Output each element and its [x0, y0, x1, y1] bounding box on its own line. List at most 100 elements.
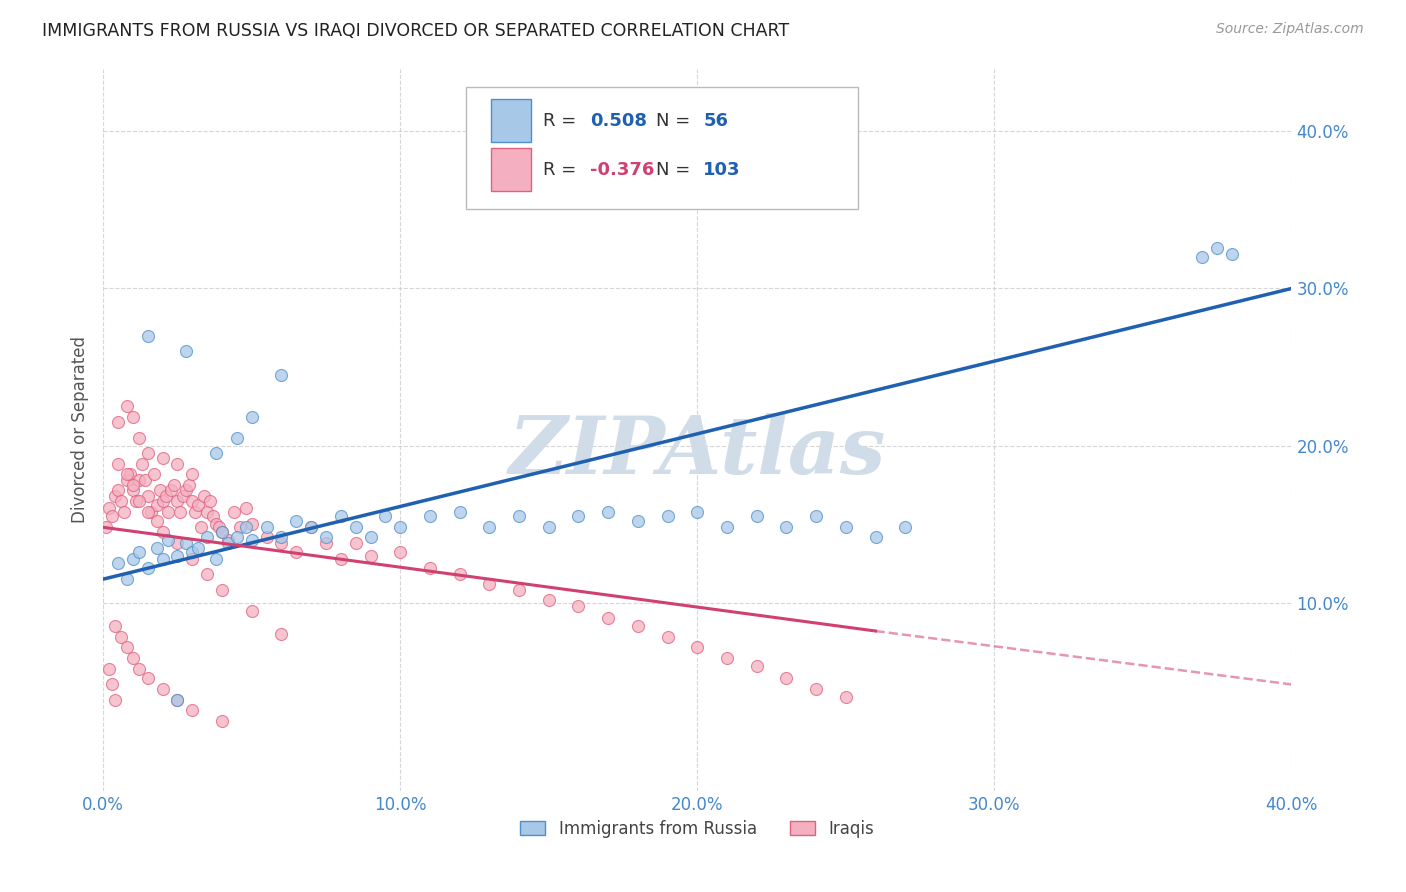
Point: [329, 509, 352, 524]
Point: [121, 650, 143, 665]
Point: [125, 493, 148, 508]
Point: [567, 599, 589, 613]
Point: [131, 458, 153, 472]
Text: 56: 56: [703, 112, 728, 129]
Point: [270, 530, 292, 544]
Point: [181, 467, 204, 481]
Point: [716, 520, 738, 534]
FancyBboxPatch shape: [491, 148, 531, 191]
Point: [627, 619, 650, 633]
Point: [128, 662, 150, 676]
Point: [686, 640, 709, 654]
Point: [235, 520, 257, 534]
Point: [110, 630, 132, 644]
Point: [98, 501, 121, 516]
Point: [152, 682, 174, 697]
Point: [94, 520, 117, 534]
Point: [160, 483, 183, 497]
Text: 0.508: 0.508: [591, 112, 647, 129]
Point: [112, 505, 135, 519]
Point: [195, 567, 218, 582]
Point: [537, 592, 560, 607]
Point: [1220, 247, 1243, 261]
Point: [166, 493, 188, 508]
Point: [193, 489, 215, 503]
Point: [835, 690, 858, 704]
Point: [166, 693, 188, 707]
Point: [211, 583, 233, 598]
Point: [657, 509, 679, 524]
Point: [166, 549, 188, 563]
Point: [121, 410, 143, 425]
Point: [270, 627, 292, 641]
Point: [804, 682, 827, 697]
Point: [745, 658, 768, 673]
Point: [136, 561, 159, 575]
Point: [225, 530, 247, 544]
Point: [235, 501, 257, 516]
Point: [211, 524, 233, 539]
Point: [139, 505, 162, 519]
Point: [163, 478, 186, 492]
Point: [157, 533, 180, 547]
Point: [152, 551, 174, 566]
Point: [389, 520, 412, 534]
Point: [136, 671, 159, 685]
Point: [202, 509, 225, 524]
Point: [181, 702, 204, 716]
Point: [172, 489, 194, 503]
Point: [315, 530, 337, 544]
Point: [198, 493, 221, 508]
Point: [195, 530, 218, 544]
Point: [389, 545, 412, 559]
Point: [115, 400, 138, 414]
Point: [775, 671, 797, 685]
Point: [179, 478, 201, 492]
Point: [240, 410, 263, 425]
Point: [775, 520, 797, 534]
Point: [101, 677, 124, 691]
Point: [134, 473, 156, 487]
Point: [107, 415, 129, 429]
Point: [208, 520, 231, 534]
Point: [104, 619, 127, 633]
Point: [152, 493, 174, 508]
Point: [155, 489, 177, 503]
Point: [166, 693, 188, 707]
Point: [299, 520, 322, 534]
Point: [128, 493, 150, 508]
Point: [478, 577, 501, 591]
FancyBboxPatch shape: [465, 87, 858, 210]
Point: [627, 514, 650, 528]
Point: [128, 473, 150, 487]
Point: [195, 505, 218, 519]
Point: [865, 530, 887, 544]
Point: [1191, 250, 1213, 264]
Point: [121, 478, 143, 492]
Point: [222, 505, 245, 519]
Point: [148, 483, 170, 497]
Point: [285, 545, 308, 559]
Text: N =: N =: [655, 112, 696, 129]
Point: [270, 536, 292, 550]
Point: [152, 524, 174, 539]
Point: [107, 483, 129, 497]
Point: [419, 561, 441, 575]
Point: [107, 557, 129, 571]
FancyBboxPatch shape: [491, 99, 531, 142]
Point: [537, 520, 560, 534]
Point: [187, 498, 209, 512]
Point: [217, 536, 239, 550]
Point: [142, 467, 165, 481]
Point: [256, 530, 278, 544]
Point: [835, 520, 858, 534]
Point: [598, 611, 620, 625]
Point: [107, 458, 129, 472]
Text: ZIPAtlas: ZIPAtlas: [509, 413, 886, 491]
Point: [229, 520, 252, 534]
Point: [121, 483, 143, 497]
Point: [176, 344, 198, 359]
Text: 103: 103: [703, 161, 741, 178]
Text: N =: N =: [655, 161, 696, 178]
Point: [145, 498, 167, 512]
